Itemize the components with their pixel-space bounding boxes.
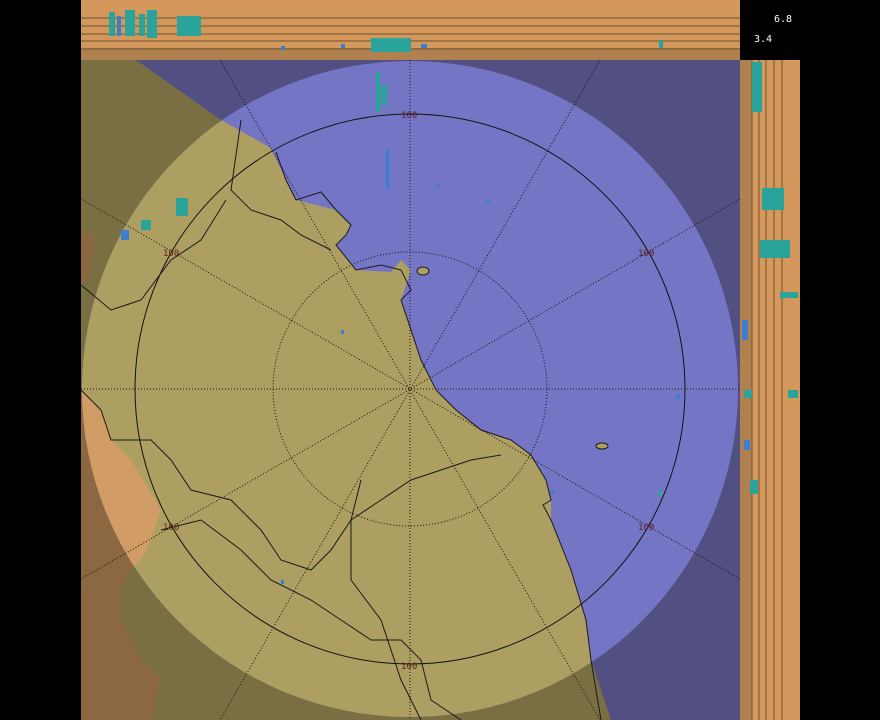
ring-label-n: 100 — [401, 111, 417, 121]
radar-map: 100 100 100 100 100 100 — [81, 60, 740, 720]
scale-max-label: 6.8 — [774, 14, 793, 25]
radar-coverage-disc — [82, 61, 738, 717]
radar-map-svg: 100 100 100 100 100 100 — [81, 60, 740, 720]
range-rings — [81, 60, 740, 720]
right-profile-panel — [740, 60, 800, 720]
scale-min-label: 3.4 — [754, 34, 773, 45]
profile-ground — [81, 48, 740, 60]
range-ring-labels: 100 100 100 100 100 100 — [163, 111, 654, 672]
profile-echoes — [109, 10, 663, 52]
right-profile-svg — [740, 60, 800, 720]
ring-label-ne: 100 — [638, 249, 654, 259]
profile-echoes — [742, 62, 798, 494]
islands — [416, 266, 609, 450]
coastline-and-borders — [81, 119, 602, 720]
precipitation-echoes — [121, 72, 680, 584]
azimuth-spokes — [81, 60, 740, 720]
ring-label-sw: 100 — [163, 523, 179, 533]
top-profile-panel — [81, 0, 740, 60]
ring-label-se: 100 — [638, 523, 654, 533]
top-profile-svg — [81, 0, 740, 60]
ring-label-s: 100 — [401, 662, 417, 672]
ring-label-nw: 100 — [163, 249, 179, 259]
